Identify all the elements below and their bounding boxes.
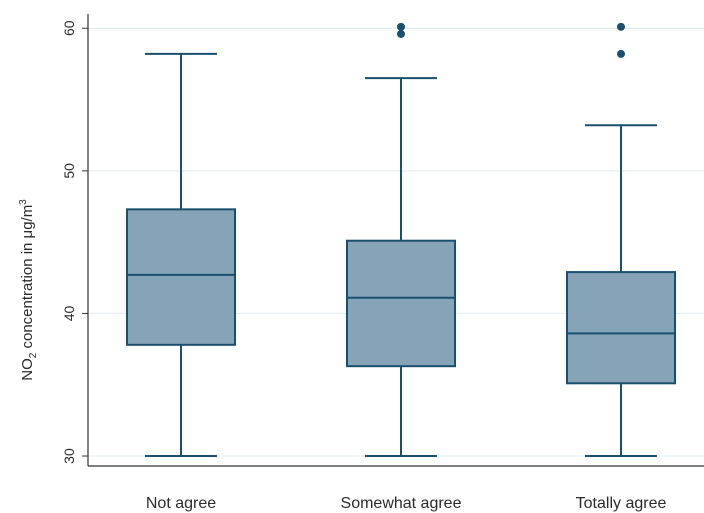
x-category-label: Somewhat agree [341,495,462,512]
y-axis-label-superscript: 3 [18,199,29,205]
y-axis-label-middle: concentration in μg/m [19,205,36,353]
box-group [346,22,456,458]
axis-layer: 30 40 50 60 [61,14,704,467]
y-axis-label-subscript: 2 [28,352,39,358]
iqr-box [566,271,676,385]
label-layer: NO2 concentration in μg/m3 Not agree Some… [18,199,666,512]
y-tick-label: 50 [61,163,77,179]
iqr-box [346,239,456,368]
outlier-point [397,22,405,31]
outlier-point [397,29,405,38]
box-layer [126,22,676,458]
box-group [126,52,236,458]
iqr-box [126,208,236,346]
y-tick-label: 40 [61,305,77,321]
outlier-point [617,49,625,58]
y-tick-label: 60 [61,20,77,36]
x-category-label: Not agree [146,495,216,512]
box-group [566,22,676,458]
y-tick-label: 30 [61,448,77,464]
y-axis-label: NO2 concentration in μg/m3 [18,199,39,381]
x-category-label: Totally agree [576,495,667,512]
y-axis-label-prefix: NO [19,358,36,381]
outlier-point [617,22,625,31]
